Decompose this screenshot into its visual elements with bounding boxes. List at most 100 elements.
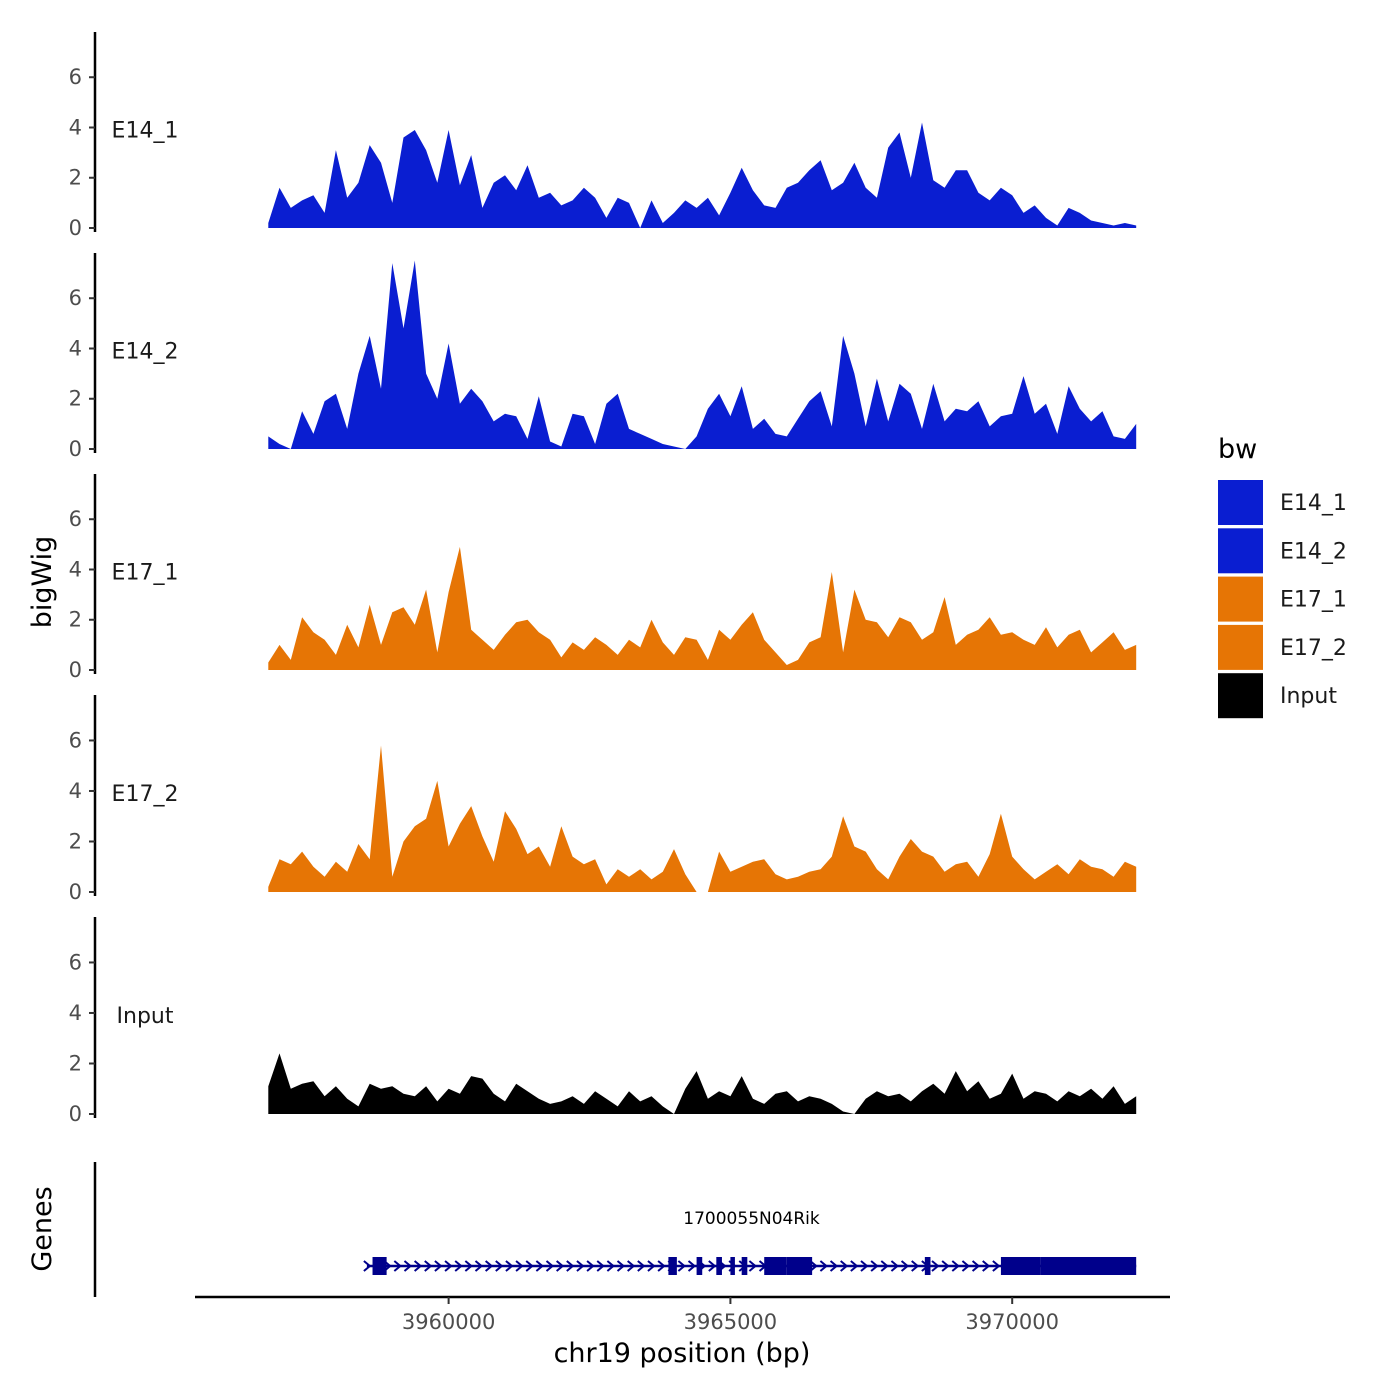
- genes-axis-title: Genes: [27, 1186, 58, 1271]
- y-tick-label: 0: [69, 1102, 82, 1126]
- legend-swatch: [1218, 673, 1263, 719]
- strand-arrow: [566, 1260, 575, 1272]
- legend-item-E17_1: E17_1: [1218, 576, 1347, 622]
- exon-block: [716, 1257, 722, 1275]
- strand-arrow: [911, 1260, 920, 1272]
- y-tick-label: 0: [69, 658, 82, 682]
- signal-area-Input: [268, 1053, 1137, 1114]
- strand-arrow: [627, 1260, 636, 1272]
- y-tick-label: 6: [69, 728, 82, 752]
- strand-arrow: [403, 1260, 413, 1272]
- x-axis-ticks: 3960000 3965000 3970000: [402, 1297, 1059, 1334]
- exon-block: [741, 1257, 748, 1275]
- legend-item-Input: Input: [1218, 673, 1337, 719]
- legend: bw E14_1 E14_2 E17_1 E17_2 Input: [1218, 434, 1347, 719]
- strand-arrow: [992, 1260, 1001, 1272]
- track-E14_1: 0 2 4 6 E14_1: [69, 32, 1137, 240]
- track-Input: 0 2 4 6 Input: [69, 917, 1137, 1126]
- x-axis-title: chr19 position (bp): [554, 1338, 811, 1369]
- exon-block: [668, 1257, 677, 1275]
- track-label: E17_1: [112, 560, 179, 585]
- strand-arrow: [474, 1260, 484, 1272]
- track-label: E14_2: [112, 339, 179, 364]
- track-E14_2: 0 2 4 6 E14_2: [69, 253, 1137, 461]
- track-E17_2: 0 2 4 6 E17_2: [69, 695, 1137, 904]
- strand-arrow: [829, 1260, 839, 1272]
- legend-label: E17_1: [1280, 588, 1347, 613]
- legend-title: bw: [1218, 434, 1257, 465]
- strand-arrow: [850, 1260, 859, 1272]
- y-tick-label: 6: [69, 65, 82, 89]
- strand-arrow: [687, 1260, 697, 1272]
- y-tick-label: 0: [69, 880, 82, 904]
- y-tick-label: 4: [69, 779, 82, 803]
- x-tick-label: 3970000: [965, 1310, 1059, 1334]
- strand-arrow: [840, 1260, 849, 1272]
- legend-swatch: [1218, 480, 1263, 525]
- y-tick-label: 6: [69, 507, 82, 531]
- strand-arrow: [809, 1260, 818, 1272]
- y-tick-label: 6: [69, 286, 82, 310]
- signal-area-E17_1: [268, 546, 1137, 670]
- exon-block: [696, 1257, 703, 1275]
- strand-arrow: [708, 1260, 717, 1272]
- y-tick-label: 2: [69, 1051, 82, 1075]
- y-tick-label: 2: [69, 608, 82, 632]
- exon-block: [1000, 1257, 1041, 1275]
- strand-arrow: [464, 1260, 473, 1272]
- strand-arrow: [677, 1260, 686, 1272]
- gene-exons: [372, 1257, 1137, 1275]
- track-label: Input: [117, 1004, 174, 1029]
- exon-block: [786, 1257, 813, 1275]
- strand-arrow: [616, 1260, 626, 1272]
- gene-panel: Genes 1700055N04Rik: [27, 1162, 1137, 1297]
- gene-name-label: 1700055N04Rik: [683, 1209, 820, 1229]
- y-tick-label: 2: [69, 166, 82, 190]
- strand-arrow: [363, 1260, 372, 1272]
- strand-arrow: [413, 1260, 423, 1272]
- strand-arrow: [576, 1260, 585, 1272]
- legend-items: E14_1 E14_2 E17_1 E17_2 Input: [1218, 480, 1347, 719]
- legend-label: E14_2: [1280, 539, 1347, 564]
- strand-arrow: [444, 1260, 453, 1272]
- strand-arrow: [982, 1260, 991, 1272]
- y-tick-label: 0: [69, 437, 82, 461]
- strand-arrow: [870, 1260, 879, 1272]
- legend-label: Input: [1280, 684, 1337, 709]
- strand-arrow: [657, 1260, 666, 1272]
- y-tick-label: 6: [69, 950, 82, 974]
- strand-arrow: [586, 1260, 595, 1272]
- strand-arrow: [748, 1260, 757, 1272]
- exon-block: [730, 1257, 735, 1275]
- x-axis: 3960000 3965000 3970000 chr19 position (bp…: [195, 1295, 1170, 1369]
- strand-arrow: [961, 1260, 970, 1272]
- strand-arrow: [606, 1260, 615, 1272]
- y-axis-title: bigWig: [27, 536, 58, 629]
- track-label: E14_1: [112, 118, 179, 143]
- strand-arrow: [495, 1260, 504, 1272]
- y-tick-label: 2: [69, 829, 82, 853]
- strand-arrow: [860, 1260, 869, 1272]
- track-E17_1: 0 2 4 6 E17_1: [69, 474, 1137, 682]
- strand-arrow: [941, 1260, 950, 1272]
- strand-arrow: [393, 1260, 402, 1272]
- y-tick-label: 4: [69, 336, 82, 360]
- strand-arrow: [545, 1260, 555, 1272]
- strand-arrow: [900, 1260, 910, 1272]
- strand-arrow: [971, 1260, 981, 1272]
- strand-arrow: [637, 1260, 646, 1272]
- track-label: E17_2: [112, 782, 179, 807]
- strand-arrow: [931, 1260, 940, 1272]
- strand-arrow: [819, 1260, 828, 1272]
- y-tick-label: 0: [69, 216, 82, 240]
- exon-block: [764, 1257, 787, 1275]
- signal-tracks: 0 2 4 6 E14_1 0 2 4 6 E14_2 0 2 4 6 E17_1 0 2 4 6 E17_2 0 2 4 6…: [69, 32, 1137, 1126]
- signal-area-E14_1: [268, 122, 1137, 228]
- y-tick-label: 4: [69, 1001, 82, 1025]
- signal-area-E14_2: [268, 260, 1137, 449]
- legend-label: E17_2: [1280, 636, 1347, 661]
- strand-arrow: [505, 1260, 514, 1272]
- strand-arrow: [951, 1260, 960, 1272]
- legend-item-E14_2: E14_2: [1218, 528, 1347, 574]
- legend-label: E14_1: [1280, 491, 1347, 516]
